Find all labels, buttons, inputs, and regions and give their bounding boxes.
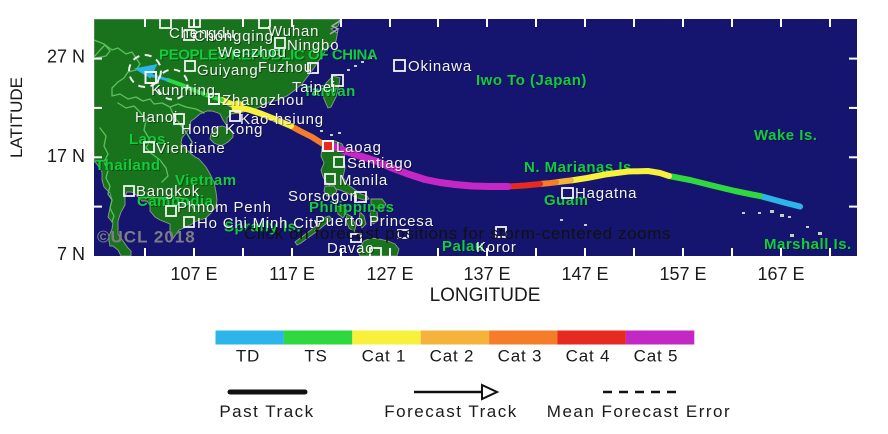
svg-text:137 E: 137 E [463, 264, 510, 284]
svg-text:Iwo To (Japan): Iwo To (Japan) [476, 72, 587, 89]
svg-text:Wake Is.: Wake Is. [754, 127, 817, 144]
svg-text:Mean Forecast Error: Mean Forecast Error [547, 402, 731, 421]
svg-text:Cat 2: Cat 2 [430, 347, 475, 366]
svg-text:Taiwan: Taiwan [303, 83, 356, 100]
svg-text:Bangkok: Bangkok [136, 183, 200, 200]
svg-text:Wenzhou: Wenzhou [218, 44, 287, 61]
svg-text:Cat 5: Cat 5 [634, 347, 679, 366]
svg-text:Chengdu: Chengdu [169, 25, 236, 42]
svg-text:LONGITUDE: LONGITUDE [430, 285, 541, 306]
svg-text:Laoag: Laoag [336, 139, 382, 156]
svg-text:Hong Kong: Hong Kong [181, 121, 263, 138]
svg-text:Phnom Penh: Phnom Penh [177, 199, 272, 216]
svg-text:Guam: Guam [544, 192, 589, 209]
svg-text:Cat 4: Cat 4 [566, 347, 611, 366]
svg-text:Forecast Track: Forecast Track [384, 402, 517, 421]
svg-text:Vietnam: Vietnam [175, 172, 237, 189]
svg-text:Sorsogon: Sorsogon [288, 188, 359, 205]
svg-text:Taipei: Taipei [292, 79, 336, 96]
svg-text:Philippines: Philippines [309, 199, 395, 216]
svg-text:Thailand: Thailand [95, 157, 161, 174]
svg-text:Kunming: Kunming [151, 82, 216, 99]
svg-text:TS: TS [304, 347, 327, 366]
svg-text:147 E: 147 E [561, 264, 608, 284]
svg-text:27 N: 27 N [47, 46, 85, 66]
svg-text:Cat 1: Cat 1 [362, 347, 407, 366]
svg-text:Zhangzhou: Zhangzhou [222, 92, 304, 109]
svg-text:Marshall Is.: Marshall Is. [764, 236, 852, 253]
svg-text:Chongqing: Chongqing [194, 28, 274, 45]
svg-text:Guiyang: Guiyang [197, 62, 258, 79]
svg-text:Ho Chi Minh City: Ho Chi Minh City [197, 215, 322, 232]
svg-text:Kao-hsiung: Kao-hsiung [240, 111, 324, 128]
svg-text:Koror: Koror [476, 239, 517, 256]
svg-text:Okinawa: Okinawa [408, 58, 472, 75]
svg-text:Wuhan: Wuhan [268, 23, 319, 40]
svg-text:Spratly Is.: Spratly Is. [224, 219, 301, 236]
svg-text:Past Track: Past Track [219, 402, 314, 421]
svg-text:7 N: 7 N [57, 244, 85, 264]
svg-text:Cambodia: Cambodia [137, 193, 214, 210]
svg-text:157 E: 157 E [659, 264, 706, 284]
svg-text:LATITUDE: LATITUDE [7, 77, 26, 158]
svg-text:Click on forecast positions fo: Click on forecast positions for storm-ce… [244, 224, 671, 243]
svg-text:Palau: Palau [442, 238, 485, 255]
svg-text:Hanoi: Hanoi [135, 109, 178, 126]
svg-text:©UCL 2018: ©UCL 2018 [97, 228, 196, 247]
svg-text:Ningbo: Ningbo [287, 37, 339, 54]
svg-text:Fuzhou: Fuzhou [258, 59, 313, 76]
svg-text:17 N: 17 N [47, 146, 85, 166]
svg-text:Hagatna: Hagatna [575, 185, 637, 202]
svg-text:Vientiane: Vientiane [156, 140, 225, 157]
svg-text:Manila: Manila [339, 172, 388, 189]
svg-text:Laos: Laos [129, 131, 166, 148]
svg-text:PEOPLES REPUBLIC OF CHINA: PEOPLES REPUBLIC OF CHINA [159, 47, 378, 64]
svg-text:117 E: 117 E [269, 264, 315, 284]
svg-text:167 E: 167 E [757, 264, 804, 284]
svg-text:Davao: Davao [327, 240, 374, 257]
svg-text:Puerto Princesa: Puerto Princesa [315, 213, 434, 230]
svg-text:107 E: 107 E [170, 264, 217, 284]
svg-text:127 E: 127 E [366, 264, 413, 284]
svg-text:TD: TD [236, 347, 260, 366]
svg-text:Cat 3: Cat 3 [498, 347, 543, 366]
svg-text:Santiago: Santiago [347, 155, 413, 172]
